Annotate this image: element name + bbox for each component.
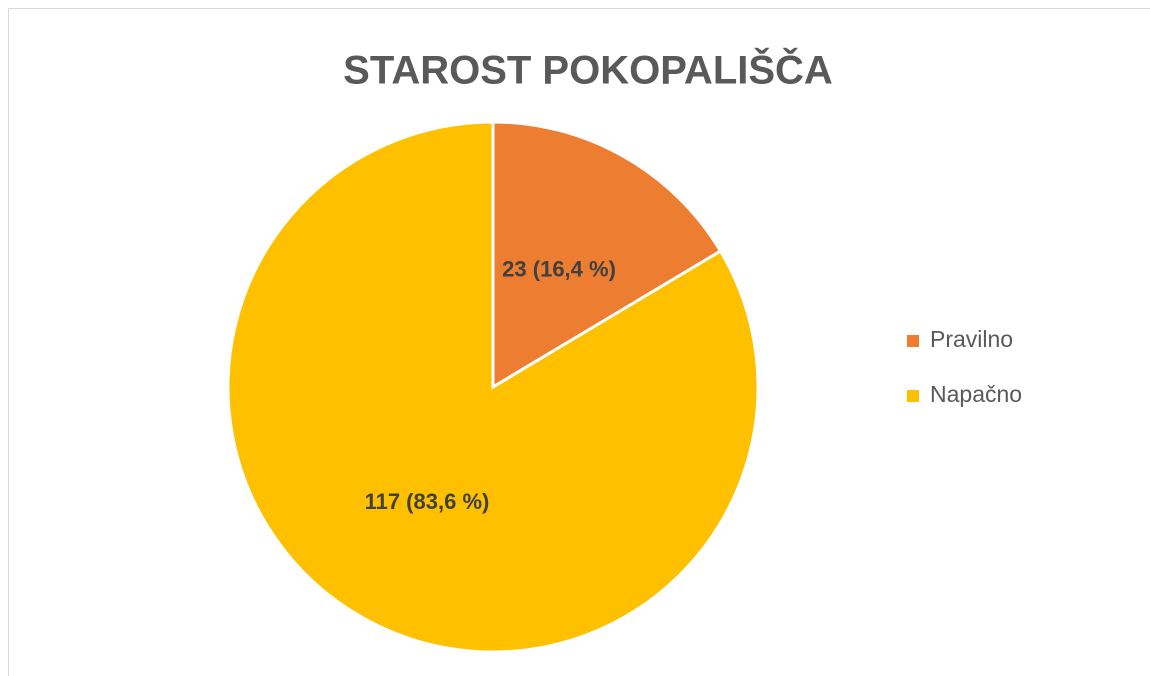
pie-slice xyxy=(226,120,760,654)
legend-label: Napačno xyxy=(930,381,1022,407)
legend-swatch xyxy=(907,335,919,347)
legend-swatch xyxy=(907,390,919,402)
legend-label: Pravilno xyxy=(930,326,1013,352)
data-label: 23 (16,4 %) xyxy=(502,256,616,281)
chart-title: STAROST POKOPALIŠČA xyxy=(343,47,833,93)
pie-slice xyxy=(491,120,723,390)
data-label: 117 (83,6 %) xyxy=(365,489,490,514)
